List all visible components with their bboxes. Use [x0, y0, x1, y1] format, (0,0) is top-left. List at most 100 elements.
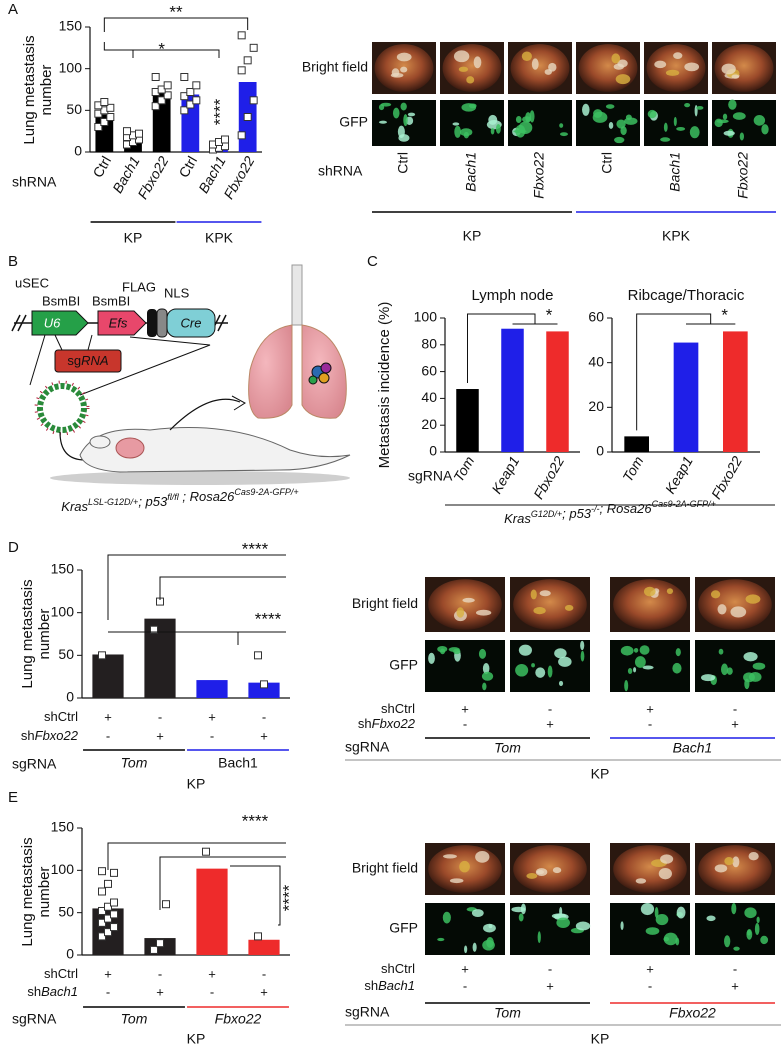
y-tick-label: 60: [588, 309, 604, 325]
photo: [440, 42, 504, 94]
gfp-spot: [675, 648, 681, 657]
y-tick-label: 100: [51, 603, 75, 619]
gfp-spot: [752, 662, 766, 670]
gfp-spot: [647, 109, 657, 119]
photo: [372, 100, 436, 146]
gfp-spot: [520, 903, 526, 915]
gfp-spot: [547, 665, 553, 678]
gfp-spot: [478, 648, 487, 659]
bar: [196, 680, 228, 698]
gfp-spot: [722, 113, 728, 120]
y-tick-label: 40: [421, 389, 437, 405]
promoter-label: U6: [44, 315, 61, 330]
gfp-spot: [616, 119, 626, 129]
nls-tag: [156, 308, 168, 338]
nodule: [530, 589, 537, 600]
gfp-spot: [634, 656, 646, 668]
y-tick-label: 0: [66, 689, 74, 705]
sgrna-label: sgRNA: [67, 353, 108, 368]
gfp-spot: [701, 674, 716, 682]
y-tick-label: 100: [51, 861, 75, 877]
row-label: Bright field: [352, 595, 418, 611]
chart-title: Lymph node: [471, 287, 553, 304]
nodule: [526, 872, 538, 879]
condition-label: shBach1: [27, 984, 78, 999]
data-point: [150, 625, 158, 634]
row-label: Bright field: [302, 59, 368, 75]
photo: [425, 843, 505, 895]
condition-label: shFbxo22: [358, 716, 416, 731]
nodule: [552, 867, 562, 874]
virus: [37, 383, 87, 433]
bar: [248, 682, 280, 698]
significance-bracket: [230, 865, 281, 926]
condition-sign: -: [463, 978, 467, 993]
condition-sign: +: [546, 978, 554, 993]
footer-label: KP: [591, 1031, 610, 1047]
tag-label: FLAG: [122, 279, 156, 294]
bar: [92, 654, 124, 698]
gfp-spot: [593, 109, 603, 118]
group-label: KPK: [205, 230, 234, 246]
gfp-spot: [706, 915, 716, 922]
x-tick-label: Keap1: [662, 453, 696, 496]
condition-sign: -: [210, 728, 214, 743]
row-label: Bright field: [352, 860, 418, 876]
mouse: [79, 427, 351, 473]
gfp-spot: [676, 126, 686, 131]
gfp-spot: [761, 124, 769, 135]
data-point: [104, 879, 112, 888]
bar: [723, 331, 748, 452]
photo: [695, 902, 775, 955]
gfp-spot: [437, 646, 448, 653]
nodule: [443, 854, 457, 859]
bar: [546, 331, 569, 452]
gfp-spot: [403, 114, 408, 127]
nodule: [660, 854, 674, 864]
photo: [510, 903, 591, 955]
sgrna-box: [54, 349, 122, 373]
nodule: [544, 69, 552, 75]
data-point: [180, 73, 189, 81]
significance-bracket: [103, 17, 249, 32]
photo: [440, 100, 504, 146]
y-tick-label: 0: [74, 143, 82, 159]
column-label: Fbxo22: [735, 152, 751, 199]
gfp-spot: [733, 946, 740, 951]
condition-label: shCtrl: [381, 961, 415, 976]
gfp-spot: [673, 116, 677, 127]
column-label: Ctrl: [395, 152, 411, 174]
gfp-spot: [495, 123, 501, 134]
condition-sign: -: [463, 716, 467, 731]
gfp-spot: [624, 680, 629, 692]
gfp-spot: [529, 110, 535, 123]
x-tick-label: Fbxo22: [708, 453, 745, 502]
column-label: Bach1: [463, 152, 479, 192]
row-label: shRNA: [12, 174, 57, 190]
data-point: [221, 135, 229, 144]
panel-label: D: [8, 539, 19, 556]
nodule: [745, 594, 761, 604]
condition-sign: +: [208, 709, 216, 724]
y-tick-label: 20: [588, 398, 604, 414]
gfp-spot: [531, 663, 535, 668]
lung-tissue: [513, 845, 587, 893]
data-point: [249, 43, 258, 52]
data-point: [94, 123, 103, 131]
group-label: Tom: [121, 1011, 148, 1027]
gfp-spot: [575, 921, 591, 931]
row-label: sgRNA: [408, 468, 453, 484]
gfp-spot: [620, 921, 624, 931]
gfp-spot: [463, 131, 469, 139]
data-point: [98, 918, 106, 927]
column-label: Bach1: [667, 152, 683, 192]
photo: [610, 577, 690, 632]
y-axis-label: Lung metastasis: [19, 579, 36, 688]
y-axis-label: number: [38, 65, 55, 116]
lung-tissue: [646, 44, 706, 92]
genotype: KrasLSL-G12D/+; p53fl/fl ; Rosa26Cas9-2A…: [61, 487, 298, 514]
gfp-spot: [724, 935, 731, 948]
gfp-spot: [625, 114, 632, 120]
condition-sign: -: [733, 701, 737, 716]
footer-label: KP: [187, 1031, 206, 1047]
